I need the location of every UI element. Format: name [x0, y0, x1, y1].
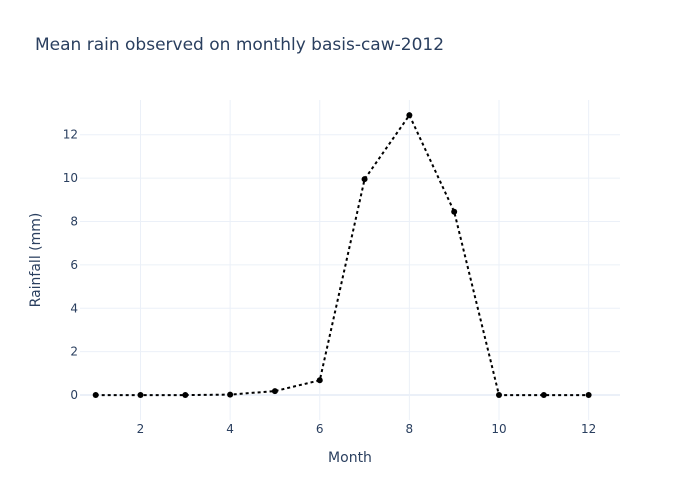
data-point [585, 392, 592, 399]
y-tick-label: 2 [70, 345, 78, 359]
data-point [496, 392, 503, 399]
y-tick-label: 10 [63, 171, 78, 185]
x-tick-label: 8 [406, 422, 414, 436]
x-tick-label: 2 [137, 422, 145, 436]
series-line [95, 113, 589, 397]
chart-title: Mean rain observed on monthly basis-caw-… [35, 35, 444, 55]
data-point [92, 392, 99, 399]
data-point [451, 208, 458, 215]
series-layer [92, 112, 592, 399]
y-tick-label: 0 [70, 388, 78, 402]
x-tick-label: 6 [316, 422, 324, 436]
x-axis-title: Month [328, 450, 372, 466]
data-point [316, 377, 323, 384]
tick-layer: 2 4 6 8 10 12 0 2 4 6 8 10 12 [63, 128, 597, 436]
y-tick-label: 4 [70, 301, 78, 315]
data-point [540, 392, 547, 399]
data-point [361, 176, 368, 183]
data-point [271, 388, 278, 395]
y-tick-label: 8 [70, 214, 78, 228]
data-point [227, 391, 234, 398]
x-tick-label: 12 [581, 422, 596, 436]
y-tick-label: 6 [70, 258, 78, 272]
x-tick-label: 4 [226, 422, 234, 436]
y-axis-title: Rainfall (mm) [28, 213, 44, 308]
data-point [406, 112, 413, 119]
x-tick-label: 10 [491, 422, 506, 436]
data-point [137, 392, 144, 399]
data-point [182, 392, 189, 399]
y-tick-label: 12 [63, 128, 78, 142]
